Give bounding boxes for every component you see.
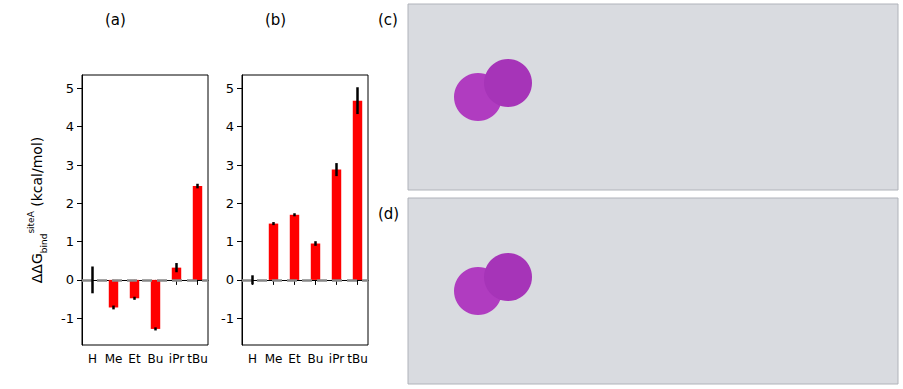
svg-text:2: 2 <box>66 196 74 211</box>
svg-text:2: 2 <box>226 196 234 211</box>
svg-text:0: 0 <box>66 272 74 287</box>
svg-text:(a): (a) <box>105 11 126 29</box>
svg-text:siteA: siteA <box>26 210 36 233</box>
svg-text:iPr: iPr <box>329 352 344 366</box>
svg-text:4: 4 <box>66 119 74 134</box>
svg-text:bind: bind <box>39 234 49 254</box>
svg-text:H: H <box>88 352 97 366</box>
svg-text:Bu: Bu <box>308 352 324 366</box>
svg-text:(kcal/mol): (kcal/mol) <box>29 137 45 211</box>
svg-text:5: 5 <box>226 81 234 96</box>
svg-text:Et: Et <box>288 352 301 366</box>
svg-text:-1: -1 <box>221 311 234 326</box>
svg-text:4: 4 <box>226 119 234 134</box>
svg-text:tBu: tBu <box>187 352 208 366</box>
svg-text:H: H <box>248 352 257 366</box>
svg-text:3: 3 <box>66 158 74 173</box>
svg-text:tBu: tBu <box>347 352 368 366</box>
svg-text:ΔΔG: ΔΔG <box>29 253 45 283</box>
svg-text:Et: Et <box>128 352 141 366</box>
svg-text:3: 3 <box>226 158 234 173</box>
svg-text:0: 0 <box>226 272 234 287</box>
svg-text:1: 1 <box>226 234 234 249</box>
svg-text:5: 5 <box>66 81 74 96</box>
svg-text:iPr: iPr <box>169 352 184 366</box>
svg-text:(d): (d) <box>378 205 399 223</box>
svg-text:1: 1 <box>66 234 74 249</box>
svg-text:(b): (b) <box>265 11 286 29</box>
svg-text:(c): (c) <box>378 11 398 29</box>
svg-text:Bu: Bu <box>148 352 164 366</box>
svg-text:Me: Me <box>105 352 123 366</box>
svg-text:-1: -1 <box>61 311 74 326</box>
svg-text:Me: Me <box>265 352 283 366</box>
